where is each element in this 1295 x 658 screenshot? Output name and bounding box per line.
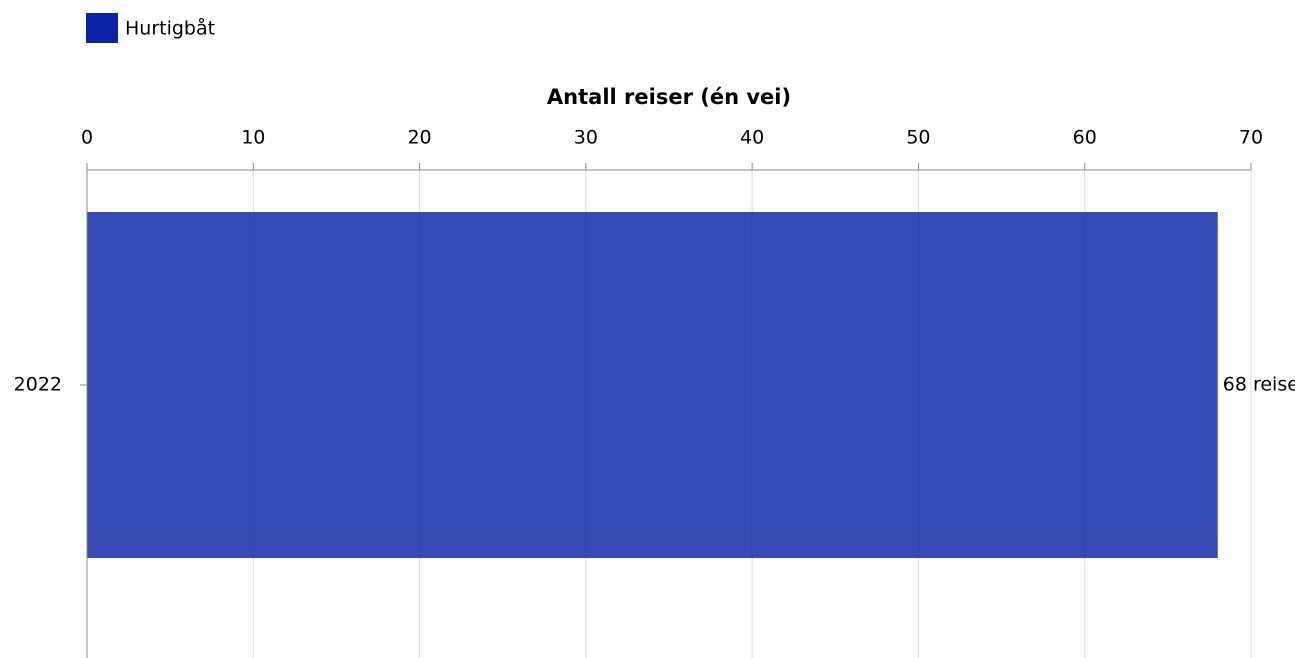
- x-tick-label: 20: [407, 127, 431, 149]
- x-tick-label: 40: [740, 127, 764, 149]
- x-axis-title: Antall reiser (én vei): [547, 85, 791, 109]
- x-tick-label: 30: [574, 127, 598, 149]
- x-tick-label: 0: [81, 127, 93, 149]
- x-tick-label: 10: [241, 127, 265, 149]
- value-label: 68 reiser: [1223, 374, 1295, 396]
- x-tick-label: 60: [1073, 127, 1097, 149]
- bar: [87, 212, 1218, 558]
- legend-swatch: [86, 13, 118, 43]
- x-tick-label: 70: [1239, 127, 1263, 149]
- legend-label: Hurtigbåt: [125, 17, 215, 40]
- y-tick-label: 2022: [14, 374, 62, 396]
- x-tick-label: 50: [906, 127, 930, 149]
